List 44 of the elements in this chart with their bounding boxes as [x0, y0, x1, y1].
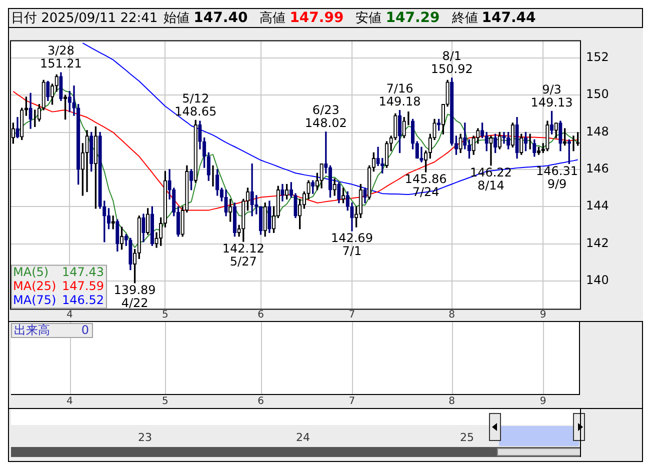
category-label: 9 — [540, 396, 546, 407]
annotation: 5/12 148.65 — [174, 91, 217, 118]
y-tick-label: 150 — [586, 87, 609, 102]
y-tick-label: 152 — [586, 50, 609, 64]
annotation: 146.31 9/9 — [536, 164, 578, 191]
text: 高値 147.99 — [260, 10, 344, 26]
annotation: 142.69 7/1 — [330, 231, 373, 258]
x-tick-label: 4 — [66, 309, 73, 320]
text: 23 — [138, 431, 152, 444]
annotation: 139.89 4/22 — [114, 283, 156, 310]
x-tick-label: 9 — [540, 309, 546, 320]
text: MA(5) — [13, 264, 49, 279]
y-tick-label: 140 — [586, 273, 609, 288]
text: MA(75) — [13, 292, 56, 307]
annotation: 9/3 149.13 — [530, 82, 573, 110]
annotation: 142.12 5/27 — [222, 242, 264, 269]
annotation: 146.52 — [62, 292, 104, 307]
text: 始値 147.40 — [164, 10, 248, 26]
text: 出来高 0 — [14, 323, 89, 337]
annotation: 7/16 149.18 — [378, 81, 421, 108]
category-label: 4 — [66, 396, 73, 407]
chart-title: 日付 2025/09/11 22:41 — [11, 11, 158, 26]
text: 25 — [460, 431, 474, 444]
x-tick-label: 7 — [348, 309, 356, 320]
x-tick-label: 6 — [258, 309, 264, 320]
category-label: 7 — [348, 396, 356, 407]
x-tick-label: 8 — [448, 309, 456, 320]
text: 終値 147.44 — [452, 10, 536, 26]
x-tick-label: 5 — [162, 309, 168, 320]
text: MA(25) — [13, 278, 56, 293]
y-tick-label: 144 — [586, 198, 609, 213]
y-tick-label: 148 — [586, 124, 609, 138]
annotation: 3/28 151.21 — [40, 44, 82, 71]
category-label: 5 — [162, 396, 168, 407]
category-label: 8 — [448, 396, 456, 407]
annotation: 147.59 — [62, 278, 104, 293]
annotation: 147.43 — [62, 264, 104, 279]
annotation: 8/1 150.92 — [430, 49, 473, 76]
y-tick-label: 146 — [586, 162, 609, 176]
y-tick-label: 142 — [586, 236, 609, 250]
annotation: 6/23 148.02 — [304, 103, 347, 130]
text: 安値 147.29 — [356, 10, 440, 26]
text: 24 — [296, 431, 310, 444]
category-label: 6 — [258, 396, 264, 407]
